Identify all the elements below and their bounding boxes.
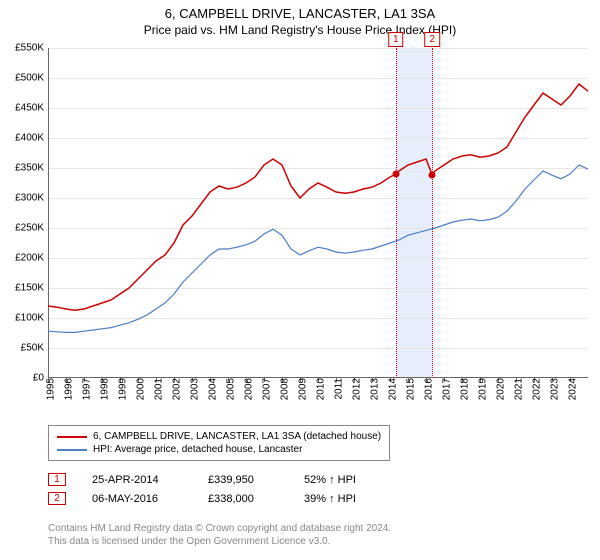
sale-date-2: 06-MAY-2016: [92, 493, 182, 505]
x-axis-label: 2018: [454, 378, 471, 400]
x-axis-label: 2016: [418, 378, 435, 400]
sale-marker-box: 2: [425, 32, 441, 47]
x-axis-label: 2020: [490, 378, 507, 400]
x-axis-label: 2010: [310, 378, 327, 400]
y-axis-label: £350K: [15, 163, 48, 174]
y-axis-label: £100K: [15, 313, 48, 324]
x-axis-label: 2007: [256, 378, 273, 400]
x-axis-label: 2006: [238, 378, 255, 400]
x-axis-label: 2019: [472, 378, 489, 400]
x-axis-label: 2023: [544, 378, 561, 400]
y-axis-label: £50K: [21, 343, 48, 354]
x-axis-label: 2003: [184, 378, 201, 400]
y-axis-label: £150K: [15, 283, 48, 294]
legend-label-property: 6, CAMPBELL DRIVE, LANCASTER, LA1 3SA (d…: [93, 431, 381, 442]
sale-marker-2: 2: [48, 492, 66, 505]
y-axis-label: £300K: [15, 193, 48, 204]
x-axis-label: 2002: [166, 378, 183, 400]
footer-attribution: Contains HM Land Registry data © Crown c…: [48, 522, 391, 548]
x-axis-label: 2000: [130, 378, 147, 400]
x-axis-label: 2017: [436, 378, 453, 400]
x-axis-label: 1997: [76, 378, 93, 400]
chart-subtitle: Price paid vs. HM Land Registry's House …: [0, 21, 600, 41]
x-axis-label: 1999: [112, 378, 129, 400]
x-axis-label: 2022: [526, 378, 543, 400]
x-axis-label: 2011: [328, 378, 345, 400]
x-axis-label: 2013: [364, 378, 381, 400]
y-axis-label: £500K: [15, 73, 48, 84]
sale-pct-1: 52% ↑ HPI: [304, 474, 356, 486]
x-axis-label: 2005: [220, 378, 237, 400]
x-axis-label: 2008: [274, 378, 291, 400]
legend-item-hpi: HPI: Average price, detached house, Lanc…: [57, 443, 381, 456]
x-axis-label: 1995: [40, 378, 57, 400]
y-axis-label: £200K: [15, 253, 48, 264]
x-axis-label: 2001: [148, 378, 165, 400]
sale-price-1: £339,950: [208, 474, 278, 486]
x-axis-label: 2004: [202, 378, 219, 400]
x-axis-label: 1996: [58, 378, 75, 400]
y-axis-label: £250K: [15, 223, 48, 234]
legend-swatch-hpi: [57, 449, 87, 451]
footer-line-2: This data is licensed under the Open Gov…: [48, 535, 391, 548]
x-axis-label: 1998: [94, 378, 111, 400]
sale-marker-1: 1: [48, 473, 66, 486]
legend-swatch-property: [57, 436, 87, 438]
legend-label-hpi: HPI: Average price, detached house, Lanc…: [93, 444, 302, 455]
x-axis-label: 2009: [292, 378, 309, 400]
sale-price-2: £338,000: [208, 493, 278, 505]
x-axis-label: 2014: [382, 378, 399, 400]
y-axis-label: £400K: [15, 133, 48, 144]
legend-box: 6, CAMPBELL DRIVE, LANCASTER, LA1 3SA (d…: [48, 425, 390, 461]
x-axis-label: 2024: [562, 378, 579, 400]
sale-date-1: 25-APR-2014: [92, 474, 182, 486]
plot-area: £0£50K£100K£150K£200K£250K£300K£350K£400…: [48, 48, 588, 378]
x-axis-label: 2021: [508, 378, 525, 400]
sales-table: 1 25-APR-2014 £339,950 52% ↑ HPI 2 06-MA…: [48, 470, 356, 508]
sale-row-2: 2 06-MAY-2016 £338,000 39% ↑ HPI: [48, 489, 356, 508]
x-axis-label: 2012: [346, 378, 363, 400]
x-axis-label: 2015: [400, 378, 417, 400]
legend-item-property: 6, CAMPBELL DRIVE, LANCASTER, LA1 3SA (d…: [57, 430, 381, 443]
chart-title: 6, CAMPBELL DRIVE, LANCASTER, LA1 3SA: [0, 0, 600, 21]
y-axis-label: £450K: [15, 103, 48, 114]
chart-container: 6, CAMPBELL DRIVE, LANCASTER, LA1 3SA Pr…: [0, 0, 600, 560]
y-axis-label: £550K: [15, 43, 48, 54]
sale-marker-box: 1: [388, 32, 404, 47]
footer-line-1: Contains HM Land Registry data © Crown c…: [48, 522, 391, 535]
sale-pct-2: 39% ↑ HPI: [304, 493, 356, 505]
chart-lines: [48, 48, 588, 378]
sale-row-1: 1 25-APR-2014 £339,950 52% ↑ HPI: [48, 470, 356, 489]
